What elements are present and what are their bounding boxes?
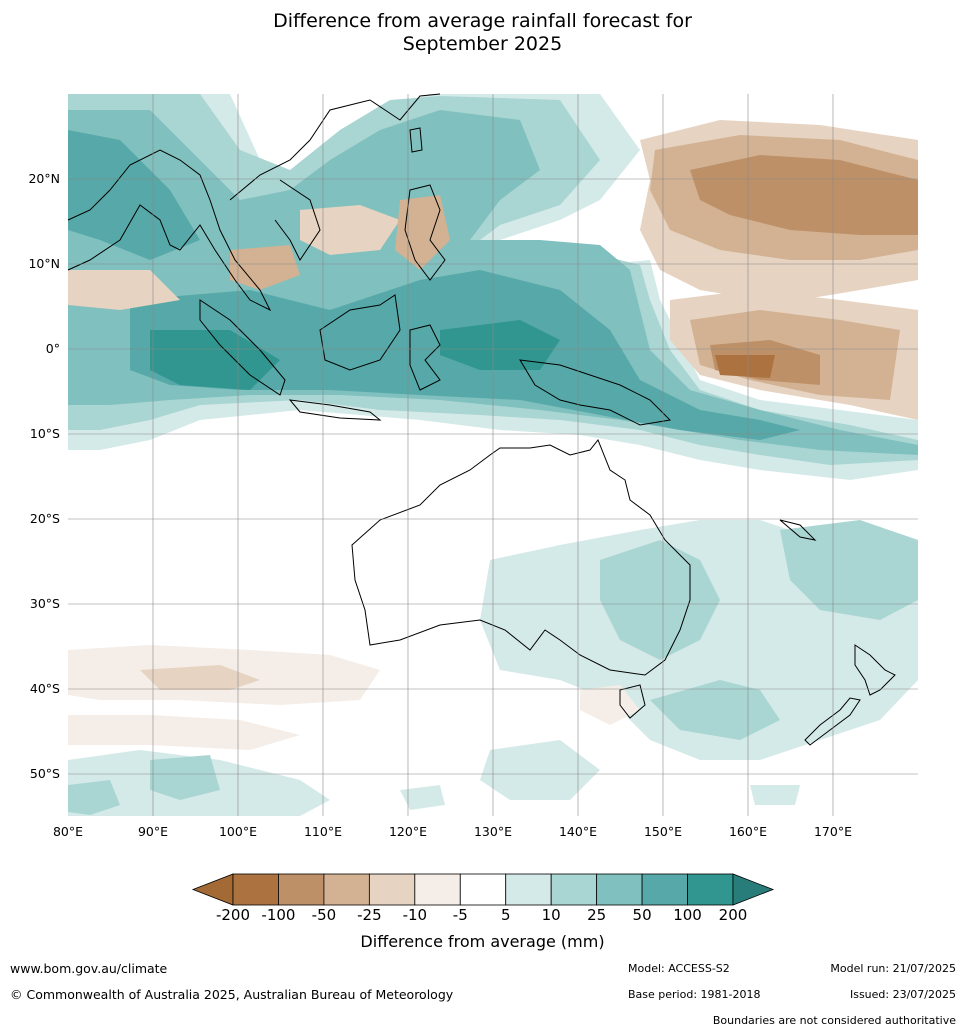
legend-tick-label: -100 — [261, 906, 296, 924]
legend-tick-label: -5 — [452, 906, 468, 924]
title-line-2: September 2025 — [402, 33, 563, 55]
footer-copyright: © Commonwealth of Australia 2025, Austra… — [10, 987, 454, 1002]
legend-swatch — [414, 873, 461, 906]
lon-label-80e: 80°E — [52, 824, 84, 839]
lat-label-40s: 40°S — [29, 681, 60, 696]
map-title: Difference from average rainfall forecas… — [0, 10, 965, 56]
legend-swatch — [459, 873, 507, 906]
legend-title: Difference from average (mm) — [360, 932, 605, 951]
legend-swatch — [641, 873, 688, 906]
lat-label-10s: 10°S — [29, 426, 60, 441]
lat-label-30s: 30°S — [29, 596, 60, 611]
footer-url: www.bom.gov.au/climate — [10, 961, 168, 976]
lat-label-10n: 10°N — [28, 256, 60, 271]
legend-tick-label: -25 — [357, 906, 382, 924]
legend-tick-label: 200 — [718, 906, 748, 924]
lon-label-120e: 120°E — [388, 824, 427, 839]
lat-label-50s: 50°S — [29, 766, 60, 781]
lon-label-90e: 90°E — [137, 824, 169, 839]
legend-tick-label: 25 — [587, 906, 607, 924]
legend-swatch — [368, 873, 416, 906]
legend-swatch — [596, 873, 643, 906]
legend-tick-label: 10 — [541, 906, 561, 924]
lon-label-130e: 130°E — [473, 824, 512, 839]
legend-swatch — [278, 873, 325, 906]
legend-tick-label: -200 — [215, 906, 251, 924]
lon-label-110e: 110°E — [303, 824, 342, 839]
footer-base-period: Base period: 1981-2018 — [628, 988, 761, 1001]
lon-label-160e: 160°E — [728, 824, 767, 839]
legend-swatch — [505, 873, 552, 906]
lon-label-100e: 100°E — [218, 824, 257, 839]
footer-disclaimer: Boundaries are not considered authoritat… — [712, 1014, 956, 1027]
title-line-1: Difference from average rainfall forecas… — [273, 10, 692, 32]
legend-arrow-high — [732, 873, 775, 906]
lat-label-20n: 20°N — [28, 171, 60, 186]
legend-tick-label: 50 — [632, 906, 652, 924]
legend-tick-label: -50 — [311, 906, 337, 924]
graticule — [68, 94, 918, 816]
lat-label-20s: 20°S — [29, 511, 60, 526]
legend-colorbar — [191, 873, 775, 906]
legend-swatch — [550, 873, 598, 906]
legend-swatch — [323, 873, 370, 906]
legend-tick-label: 5 — [500, 906, 511, 924]
legend-swatch — [687, 873, 734, 906]
legend-swatch — [232, 873, 279, 906]
coastlines — [67, 93, 896, 746]
footer-model: Model: ACCESS-S2 — [628, 962, 730, 975]
lat-label-0: 0° — [45, 341, 60, 356]
legend-arrow-low — [191, 873, 234, 906]
legend-tick-label: 100 — [673, 906, 702, 924]
footer-issued: Issued: 23/07/2025 — [849, 988, 956, 1001]
lon-label-170e: 170°E — [813, 824, 852, 839]
legend-tick-label: -10 — [402, 906, 428, 924]
lon-label-150e: 150°E — [643, 824, 682, 839]
lon-label-140e: 140°E — [558, 824, 597, 839]
footer-model-run: Model run: 21/07/2025 — [830, 962, 956, 975]
